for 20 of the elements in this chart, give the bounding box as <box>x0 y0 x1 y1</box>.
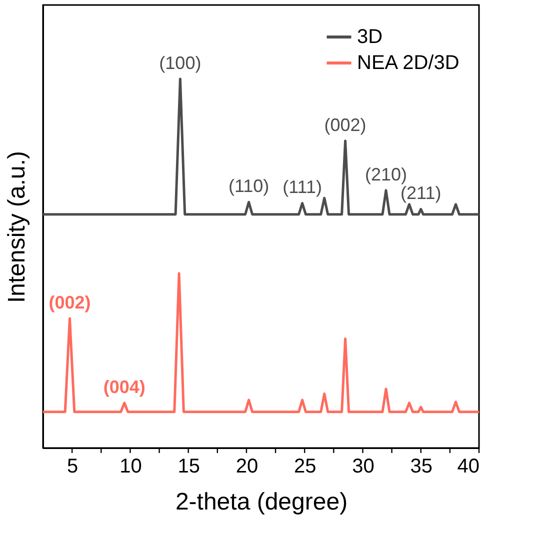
x-axis-title: 2-theta (degree) <box>175 488 348 516</box>
legend-label: NEA 2D/3D <box>357 52 460 74</box>
legend-label: 3D <box>357 26 383 48</box>
x-tick-label: 40 <box>457 456 480 478</box>
annotation: (100) <box>159 52 202 73</box>
annotation: (002) <box>48 292 91 312</box>
x-tick-label: 10 <box>120 456 142 478</box>
x-tick-label: 5 <box>67 456 78 478</box>
annotation: (110) <box>228 176 270 196</box>
annotation: (111) <box>282 177 322 198</box>
x-tick-label: 30 <box>352 456 374 478</box>
x-tick-label: 20 <box>236 456 258 478</box>
annotation: (210) <box>364 164 407 184</box>
x-tick-label: 35 <box>410 456 432 478</box>
y-axis-title: Intensity (a.u.) <box>4 150 30 304</box>
x-tick-label: 15 <box>178 456 200 478</box>
annotation: (004) <box>103 376 146 397</box>
annotation: (211) <box>400 183 442 204</box>
x-tick-label: 25 <box>294 456 316 478</box>
annotation: (002) <box>324 114 366 135</box>
